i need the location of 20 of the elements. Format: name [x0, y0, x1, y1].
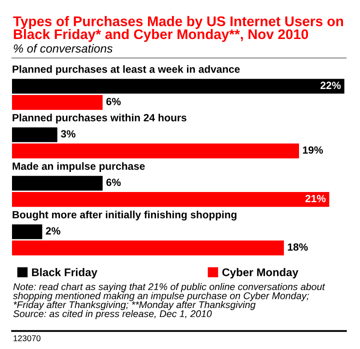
chart-subtitle: % of conversations: [14, 44, 112, 53]
data-label: 6%: [106, 98, 121, 106]
y-tick-label: Made an impulse purchase: [12, 162, 145, 172]
text: 123070: [14, 335, 40, 342]
text: *Friday after Thanksgiving; **Monday after Thanksgiving: [14, 301, 256, 310]
y-tick-label: Planned purchases within 24 hours: [12, 114, 186, 124]
data-label: 22%: [320, 82, 341, 90]
legend-label: Black Friday: [32, 268, 98, 278]
data-label: 3%: [60, 130, 76, 138]
data-label: 19%: [303, 146, 323, 154]
y-tick-label: Bought more after initially finishing shopping: [12, 210, 236, 220]
data-label: 6%: [106, 178, 121, 186]
data-label: 18%: [288, 243, 308, 251]
legend-label: Cyber Monday: [222, 268, 298, 278]
y-tick-label: Planned purchases at least a week in advance: [12, 65, 240, 75]
source-note: Source: as cited in press release, Dec 1, 2010: [13, 310, 212, 320]
data-label: 21%: [305, 194, 326, 202]
chart-title: Types of Purchases Made by US Internet Users on Black Friday* and Cyber Monday**, Nov 2010: [13, 16, 344, 42]
data-label: 2%: [46, 227, 60, 235]
text: Note: read chart as saying that 21% of public online conversations about shopping mentioned making an impulse purchase on Cyber Monday;: [13, 283, 326, 302]
